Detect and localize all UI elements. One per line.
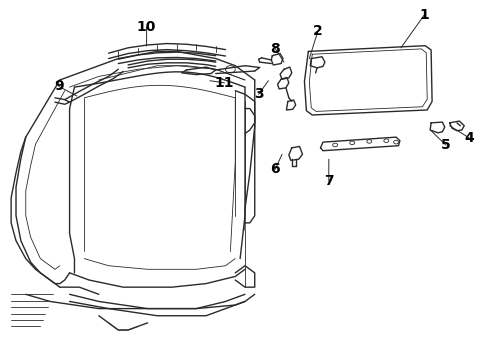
Text: 7: 7 [324,174,334,188]
Text: 5: 5 [441,138,451,152]
Text: 2: 2 [313,24,323,38]
Text: 10: 10 [137,20,156,34]
Text: 8: 8 [270,41,280,55]
Text: 6: 6 [270,162,280,176]
Text: 9: 9 [54,80,64,93]
Text: 3: 3 [254,87,264,101]
Text: 11: 11 [215,76,234,90]
Text: 1: 1 [419,8,429,22]
Text: 4: 4 [464,131,474,145]
